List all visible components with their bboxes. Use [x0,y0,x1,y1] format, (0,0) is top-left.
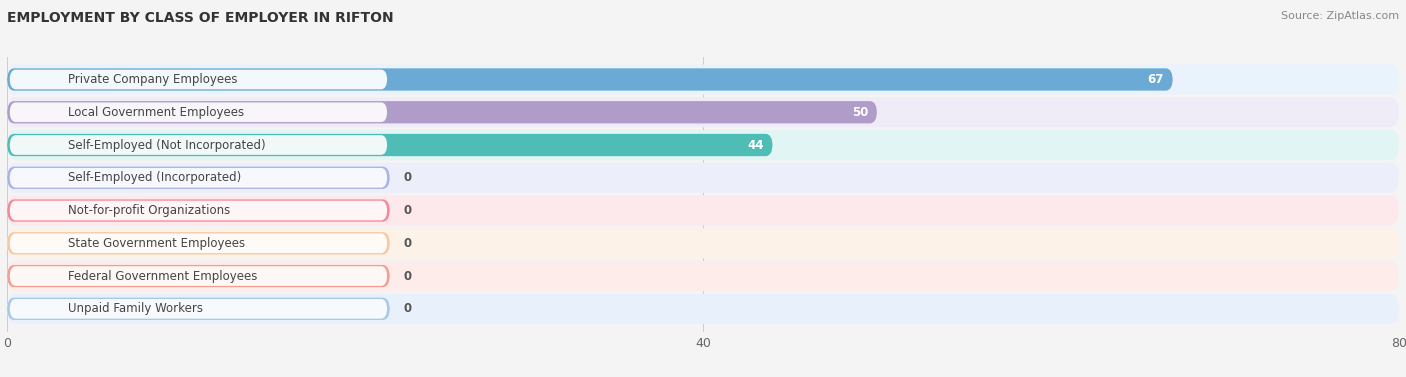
FancyBboxPatch shape [7,134,773,156]
FancyBboxPatch shape [7,97,1399,127]
Text: Unpaid Family Workers: Unpaid Family Workers [67,302,202,315]
FancyBboxPatch shape [7,294,1399,324]
Text: Source: ZipAtlas.com: Source: ZipAtlas.com [1281,11,1399,21]
Text: 67: 67 [1147,73,1164,86]
FancyBboxPatch shape [10,299,387,319]
FancyBboxPatch shape [10,201,387,221]
FancyBboxPatch shape [7,265,389,287]
FancyBboxPatch shape [7,232,389,254]
FancyBboxPatch shape [10,233,387,253]
Text: 0: 0 [404,302,412,315]
FancyBboxPatch shape [7,199,389,222]
FancyBboxPatch shape [10,103,387,122]
Text: 50: 50 [852,106,869,119]
FancyBboxPatch shape [10,266,387,286]
FancyBboxPatch shape [10,135,387,155]
Text: Local Government Employees: Local Government Employees [67,106,245,119]
Text: EMPLOYMENT BY CLASS OF EMPLOYER IN RIFTON: EMPLOYMENT BY CLASS OF EMPLOYER IN RIFTO… [7,11,394,25]
Text: Federal Government Employees: Federal Government Employees [67,270,257,283]
FancyBboxPatch shape [10,168,387,188]
FancyBboxPatch shape [10,70,387,89]
Text: 0: 0 [404,204,412,217]
Text: Private Company Employees: Private Company Employees [67,73,238,86]
FancyBboxPatch shape [7,298,389,320]
FancyBboxPatch shape [7,101,877,123]
Text: 0: 0 [404,270,412,283]
Text: Self-Employed (Incorporated): Self-Employed (Incorporated) [67,171,242,184]
FancyBboxPatch shape [7,167,389,189]
Text: State Government Employees: State Government Employees [67,237,245,250]
FancyBboxPatch shape [7,228,1399,258]
FancyBboxPatch shape [7,195,1399,225]
Text: Not-for-profit Organizations: Not-for-profit Organizations [67,204,231,217]
Text: 44: 44 [748,138,763,152]
Text: 0: 0 [404,237,412,250]
FancyBboxPatch shape [7,163,1399,193]
Text: Self-Employed (Not Incorporated): Self-Employed (Not Incorporated) [67,138,266,152]
FancyBboxPatch shape [7,64,1399,95]
FancyBboxPatch shape [7,130,1399,160]
FancyBboxPatch shape [7,68,1173,90]
FancyBboxPatch shape [7,261,1399,291]
Text: 0: 0 [404,171,412,184]
